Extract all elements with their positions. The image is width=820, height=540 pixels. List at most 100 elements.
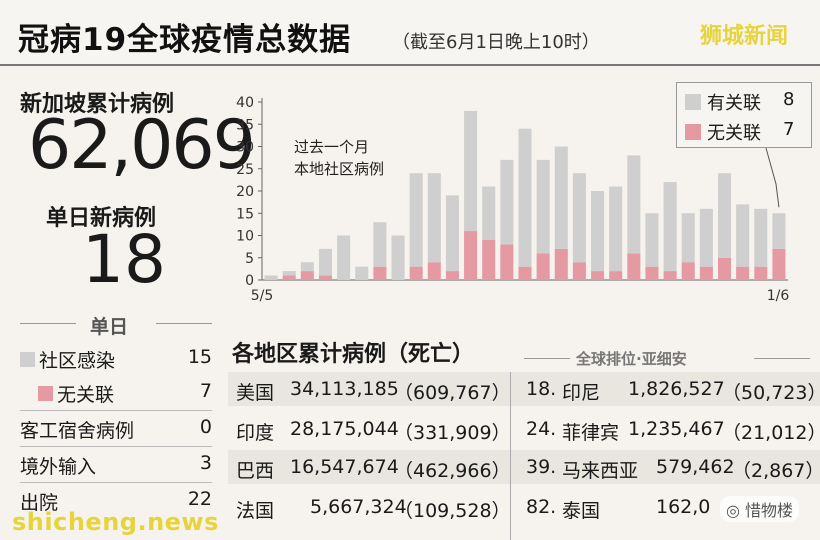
bar-unlinked bbox=[699, 266, 713, 280]
deaths-value: （609,767） bbox=[394, 382, 511, 404]
table-row: 美国 34,113,185 （609,767） 18. 印尼 1,826,527… bbox=[228, 372, 820, 406]
pink-swatch-icon bbox=[685, 124, 701, 140]
y-tick-label: 0 bbox=[245, 273, 254, 289]
country-name: 菲律宾 bbox=[562, 422, 620, 444]
legend-pointer bbox=[765, 147, 780, 208]
bar-linked bbox=[681, 213, 695, 263]
rank-title: 全球排位·亚细安 bbox=[576, 350, 687, 368]
y-tick-label: 20 bbox=[236, 184, 254, 200]
bar-linked bbox=[391, 235, 405, 280]
bar-unlinked bbox=[663, 271, 677, 280]
divider bbox=[20, 410, 212, 411]
stat-value: 3 bbox=[199, 452, 212, 474]
bar-linked bbox=[609, 186, 623, 272]
bar-linked bbox=[482, 186, 496, 240]
cases-value: 579,462 bbox=[656, 456, 735, 478]
stat-row-community: 社区感染 15 bbox=[20, 346, 212, 376]
deaths-value: （21,012） bbox=[722, 422, 820, 444]
table-row: 印度 28,175,044 （331,909） 24. 菲律宾 1,235,46… bbox=[228, 412, 820, 446]
site-watermark: shicheng.news bbox=[12, 508, 219, 536]
header: 冠病19全球疫情总数据 （截至6月1日晚上10时） 狮城新闻 bbox=[0, 0, 820, 66]
table-row: 法国 5,667,324 （109,528） 82. 泰国 162,0 bbox=[228, 490, 820, 524]
bar-unlinked bbox=[754, 266, 768, 280]
page-title: 冠病19全球疫情总数据 bbox=[18, 22, 352, 58]
bar-unlinked bbox=[572, 262, 586, 280]
divider bbox=[20, 323, 76, 324]
bar-unlinked bbox=[627, 253, 641, 280]
legend-value: 7 bbox=[783, 119, 795, 140]
daily-cases-label: 单日新病例 bbox=[46, 206, 157, 231]
legend-label: 有关联 bbox=[707, 93, 761, 114]
bar-linked bbox=[717, 173, 732, 258]
divider bbox=[20, 446, 212, 447]
daily-heading-text: 单日 bbox=[90, 316, 129, 338]
bar-linked bbox=[518, 128, 532, 267]
stat-row-discharged: 出院 22 bbox=[20, 488, 212, 518]
cases-value: 16,547,674 bbox=[290, 456, 399, 478]
bar-unlinked bbox=[736, 266, 750, 280]
bar-linked bbox=[500, 159, 514, 245]
stat-label: 出院 bbox=[20, 492, 59, 514]
bar-linked bbox=[699, 208, 713, 267]
legend-item-unlinked: 无关联 7 bbox=[685, 119, 794, 145]
page-subtitle: （截至6月1日晚上10时） bbox=[392, 32, 600, 53]
bar-unlinked bbox=[318, 275, 333, 280]
y-tick-label: 15 bbox=[236, 206, 254, 222]
bar-linked bbox=[300, 262, 314, 272]
community-cases-chart: 0 5 10 15 20 25 30 35 40 5/5 1/6 过去一个月 本地社区病例 有关联 … bbox=[228, 78, 820, 308]
x-start-label: 5/5 bbox=[251, 288, 274, 304]
pink-swatch-icon bbox=[38, 386, 53, 401]
total-cases-value: 62,069 bbox=[28, 106, 256, 185]
divider bbox=[754, 358, 810, 359]
rank-number: 39. bbox=[526, 456, 557, 478]
brand-logo: 狮城新闻 bbox=[700, 24, 789, 49]
total-cases-label: 新加坡累计病例 bbox=[20, 92, 175, 117]
chart-legend: 有关联 8 无关联 7 bbox=[676, 82, 812, 148]
bar-linked bbox=[627, 155, 641, 254]
bar-unlinked bbox=[518, 266, 532, 280]
bar-unlinked bbox=[300, 271, 314, 280]
stat-label: 境外输入 bbox=[20, 456, 97, 478]
divider bbox=[524, 358, 570, 359]
bar-linked bbox=[373, 222, 387, 267]
country-name: 法国 bbox=[236, 500, 275, 522]
bar-linked bbox=[591, 191, 605, 272]
rank-number: 82. bbox=[526, 496, 557, 518]
bar-linked bbox=[464, 110, 478, 232]
deaths-value: （2,867） bbox=[732, 460, 820, 482]
stat-value: 15 bbox=[187, 346, 212, 368]
legend-item-linked: 有关联 8 bbox=[685, 89, 794, 115]
country-name: 巴西 bbox=[236, 460, 275, 482]
cases-value: 1,826,527 bbox=[628, 378, 725, 400]
bar-unlinked bbox=[591, 271, 605, 280]
y-tick-label: 5 bbox=[245, 251, 254, 267]
bar-unlinked bbox=[500, 244, 514, 280]
stat-value: 7 bbox=[199, 380, 212, 402]
chat-bubble-icon: ◎ bbox=[726, 501, 746, 520]
bar-linked bbox=[355, 266, 369, 280]
country-name: 美国 bbox=[236, 382, 275, 404]
bar-linked bbox=[736, 204, 750, 267]
bar-linked bbox=[536, 159, 550, 254]
stat-row-imported: 境外输入 3 bbox=[20, 452, 212, 482]
bar-unlinked bbox=[554, 248, 568, 280]
country-name: 泰国 bbox=[562, 500, 601, 522]
rank-number: 18. bbox=[526, 378, 557, 400]
divider bbox=[20, 482, 212, 483]
daily-cases-value: 18 bbox=[82, 221, 166, 298]
bar-chart: 0 5 10 15 20 25 30 35 40 5/5 1/6 bbox=[236, 95, 789, 304]
deaths-value: （462,966） bbox=[394, 460, 511, 482]
bar-unlinked bbox=[427, 262, 441, 280]
regions-title: 各地区累计病例（死亡） bbox=[232, 342, 475, 367]
bar-linked bbox=[445, 195, 459, 272]
deaths-value: （50,723） bbox=[722, 382, 820, 404]
chart-note: 过去一个月 本地社区病例 bbox=[294, 136, 384, 180]
bar-linked bbox=[264, 275, 278, 280]
bar-unlinked bbox=[536, 253, 550, 280]
stat-label: 无关联 bbox=[57, 384, 115, 406]
bar-linked bbox=[337, 235, 351, 280]
bar-linked bbox=[318, 248, 333, 276]
y-tick-label: 40 bbox=[236, 95, 254, 111]
bar-linked bbox=[645, 213, 659, 267]
